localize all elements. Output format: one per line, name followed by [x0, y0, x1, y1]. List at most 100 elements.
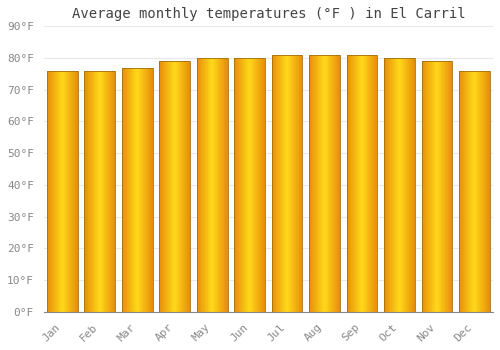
Bar [248, 58, 249, 312]
Bar [407, 58, 408, 312]
Bar [422, 61, 423, 312]
Bar [100, 71, 102, 312]
Bar [261, 58, 262, 312]
Bar [150, 68, 151, 312]
Bar [61, 71, 62, 312]
Bar [129, 68, 130, 312]
Bar [47, 71, 78, 312]
Bar [371, 55, 372, 312]
Bar [282, 55, 283, 312]
Bar [290, 55, 291, 312]
Bar [296, 55, 297, 312]
Bar [206, 58, 207, 312]
Bar [163, 61, 164, 312]
Bar [89, 71, 90, 312]
Bar [388, 58, 390, 312]
Bar [236, 58, 238, 312]
Bar [57, 71, 58, 312]
Bar [484, 71, 485, 312]
Bar [244, 58, 245, 312]
Bar [459, 71, 490, 312]
Bar [184, 61, 186, 312]
Bar [105, 71, 106, 312]
Bar [332, 55, 333, 312]
Bar [260, 58, 261, 312]
Bar [440, 61, 442, 312]
Bar [198, 58, 199, 312]
Bar [224, 58, 225, 312]
Bar [223, 58, 224, 312]
Bar [88, 71, 89, 312]
Bar [276, 55, 277, 312]
Bar [375, 55, 376, 312]
Bar [285, 55, 286, 312]
Bar [462, 71, 463, 312]
Bar [53, 71, 54, 312]
Bar [365, 55, 366, 312]
Bar [97, 71, 98, 312]
Bar [478, 71, 479, 312]
Bar [404, 58, 405, 312]
Bar [410, 58, 411, 312]
Bar [384, 58, 415, 312]
Bar [227, 58, 228, 312]
Bar [280, 55, 281, 312]
Bar [60, 71, 61, 312]
Bar [309, 55, 340, 312]
Bar [76, 71, 77, 312]
Bar [246, 58, 248, 312]
Bar [351, 55, 352, 312]
Bar [337, 55, 338, 312]
Bar [128, 68, 129, 312]
Bar [391, 58, 392, 312]
Bar [301, 55, 302, 312]
Bar [96, 71, 97, 312]
Bar [239, 58, 240, 312]
Bar [164, 61, 165, 312]
Bar [446, 61, 447, 312]
Bar [94, 71, 95, 312]
Bar [168, 61, 170, 312]
Bar [316, 55, 317, 312]
Bar [48, 71, 50, 312]
Bar [207, 58, 208, 312]
Bar [162, 61, 163, 312]
Bar [98, 71, 99, 312]
Bar [427, 61, 428, 312]
Bar [274, 55, 275, 312]
Bar [77, 71, 78, 312]
Bar [110, 71, 112, 312]
Bar [479, 71, 480, 312]
Bar [170, 61, 171, 312]
Bar [134, 68, 135, 312]
Bar [256, 58, 258, 312]
Bar [86, 71, 87, 312]
Bar [412, 58, 414, 312]
Bar [87, 71, 88, 312]
Bar [428, 61, 429, 312]
Bar [489, 71, 490, 312]
Bar [258, 58, 259, 312]
Bar [353, 55, 354, 312]
Bar [339, 55, 340, 312]
Bar [183, 61, 184, 312]
Bar [68, 71, 70, 312]
Bar [131, 68, 132, 312]
Bar [252, 58, 254, 312]
Bar [476, 71, 478, 312]
Bar [472, 71, 473, 312]
Bar [468, 71, 469, 312]
Bar [241, 58, 242, 312]
Bar [139, 68, 140, 312]
Bar [114, 71, 115, 312]
Bar [141, 68, 142, 312]
Bar [202, 58, 203, 312]
Bar [390, 58, 391, 312]
Bar [199, 58, 200, 312]
Bar [309, 55, 310, 312]
Bar [318, 55, 319, 312]
Bar [333, 55, 334, 312]
Bar [235, 58, 236, 312]
Bar [219, 58, 220, 312]
Bar [173, 61, 174, 312]
